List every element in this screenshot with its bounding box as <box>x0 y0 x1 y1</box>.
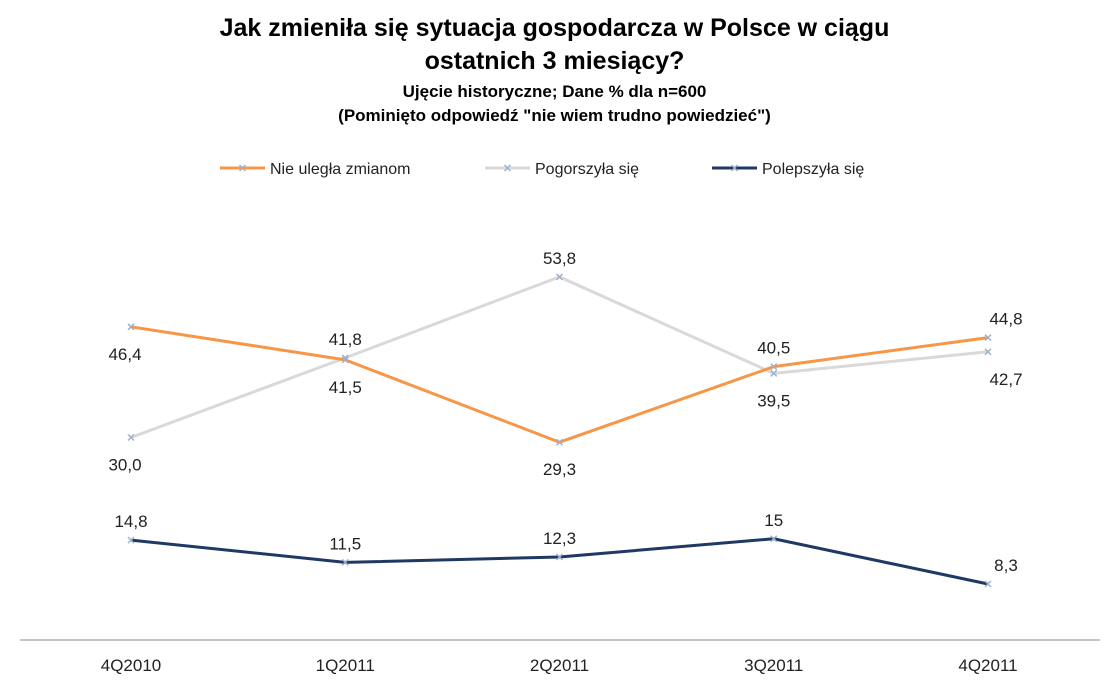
data-label: 41,8 <box>329 330 362 349</box>
legend-label: Pogorszyła się <box>535 161 639 178</box>
legend-marker-icon <box>503 164 512 172</box>
data-point-marker <box>555 438 564 446</box>
x-tick-label: 4Q2011 <box>958 656 1017 675</box>
legend-label: Nie uległa zmianom <box>270 161 411 178</box>
data-label: 11,5 <box>329 534 361 553</box>
x-tick-label: 2Q2011 <box>530 656 589 675</box>
data-label: 15 <box>764 511 783 530</box>
data-point-marker <box>555 273 564 281</box>
data-label: 30,0 <box>108 456 141 475</box>
legend-label: Polepszyła się <box>762 161 864 178</box>
x-tick-label: 1Q2011 <box>316 656 375 675</box>
chart-title: Jak zmieniła się sytuacja gospodarcza w … <box>219 14 890 42</box>
data-point-marker <box>127 536 135 544</box>
data-point-marker <box>127 433 135 442</box>
data-label: 44,8 <box>989 310 1022 329</box>
legend-marker-icon <box>238 164 247 172</box>
chart-subtitle-line2: (Pominięto odpowiedź "nie wiem trudno po… <box>338 106 771 125</box>
data-label: 39,5 <box>757 391 790 410</box>
data-point-marker <box>770 369 778 377</box>
data-point-marker <box>770 535 778 543</box>
chart-subtitle: Ujęcie historyczne; Dane % dla n=600 <box>402 82 707 101</box>
data-point-marker <box>984 580 992 588</box>
data-point-marker <box>555 553 564 561</box>
data-point-marker <box>341 558 349 566</box>
data-label: 40,5 <box>757 339 790 358</box>
data-point-marker <box>127 323 135 331</box>
data-point-marker <box>770 363 778 371</box>
data-point-marker <box>984 334 992 342</box>
chart-title-line2: ostatnich 3 miesiący? <box>424 47 685 75</box>
series-line-0 <box>130 325 989 444</box>
data-label: 8,3 <box>994 556 1018 575</box>
data-label: 14,8 <box>114 512 147 531</box>
x-tick-label: 3Q2011 <box>744 656 803 675</box>
data-point-marker <box>984 348 992 356</box>
data-label: 42,7 <box>989 370 1022 389</box>
legend-marker-icon <box>730 164 739 172</box>
data-label: 53,8 <box>543 249 576 268</box>
data-label: 41,5 <box>329 378 362 397</box>
x-tick-label: 4Q2010 <box>101 656 162 675</box>
data-label: 46,4 <box>108 345 141 364</box>
data-label: 29,3 <box>543 460 576 479</box>
series-line-1 <box>130 275 989 439</box>
data-point-marker <box>341 356 349 364</box>
data-label: 12,3 <box>543 529 576 548</box>
